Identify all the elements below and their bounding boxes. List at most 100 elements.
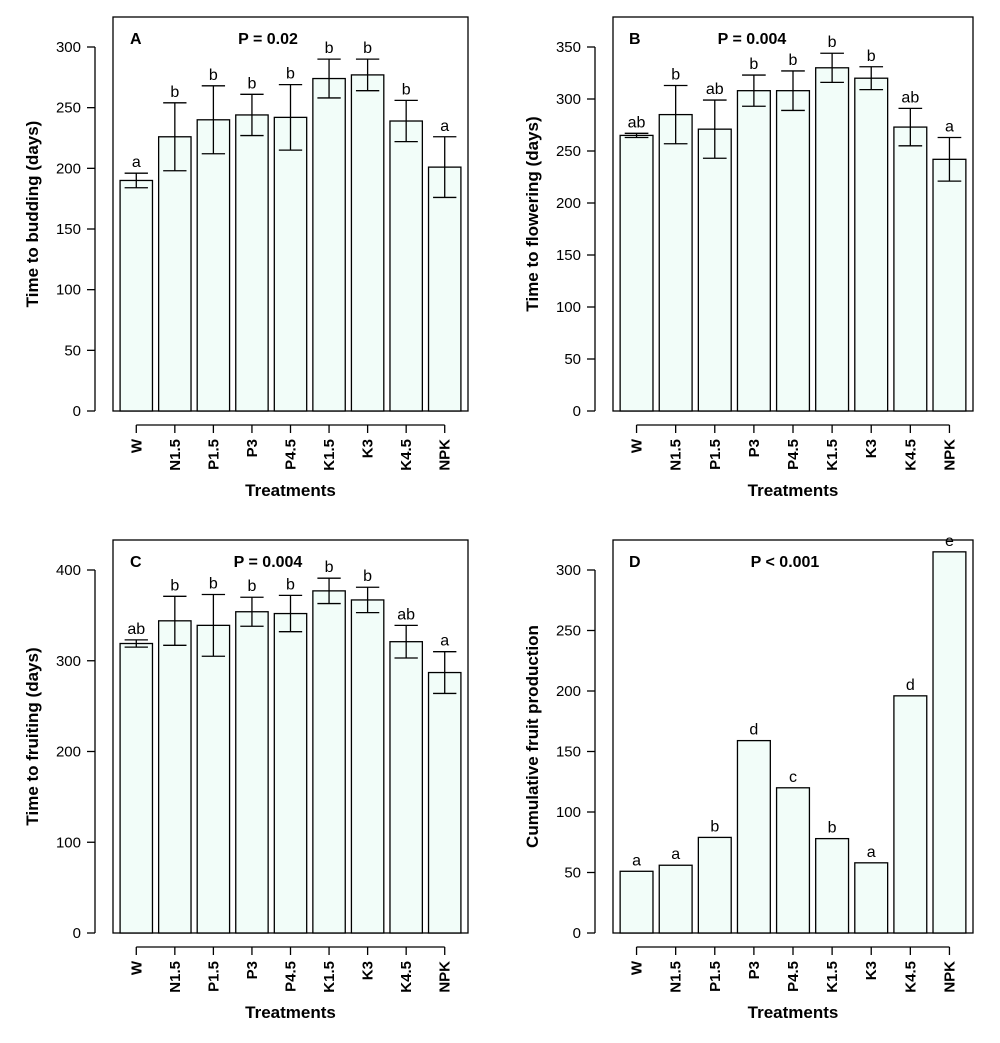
bar-k4-5 — [893, 695, 928, 934]
significance-letter: b — [247, 75, 256, 92]
significance-letter: b — [170, 84, 179, 101]
x-tick-label: K4.5 — [902, 439, 919, 471]
error-bar — [124, 639, 148, 648]
bar-p3 — [235, 611, 269, 934]
x-tick-label: K3 — [360, 439, 377, 458]
significance-letter: c — [789, 769, 797, 786]
significance-letter: d — [906, 677, 915, 694]
x-tick-label: P1.5 — [707, 439, 724, 470]
error-bar — [624, 132, 649, 139]
y-tick-label: 100 — [56, 282, 81, 299]
error-bar — [394, 624, 418, 659]
y-tick-label: 200 — [556, 195, 581, 212]
significance-letter: a — [671, 846, 680, 863]
x-tick-label: NPK — [437, 439, 454, 471]
x-tick-label: N1.5 — [668, 961, 685, 993]
error-bar — [278, 594, 303, 633]
y-tick-label: 200 — [556, 683, 581, 700]
bar-k4-5 — [893, 126, 928, 412]
y-axis-title: Time to budding (days) — [23, 121, 42, 308]
y-tick-label: 300 — [56, 39, 81, 56]
x-tick-label: NPK — [941, 961, 958, 993]
y-tick-label: 100 — [556, 299, 581, 316]
y-axis-title: Time to fruiting (days) — [23, 647, 42, 825]
bar-w — [619, 870, 654, 934]
y-tick-label: 350 — [556, 39, 581, 56]
error-bar — [742, 74, 766, 107]
significance-letter: a — [632, 852, 641, 869]
x-tick-label: K4.5 — [398, 961, 415, 993]
error-bar — [702, 99, 727, 159]
x-tick-label: P1.5 — [707, 961, 724, 992]
significance-letter: b — [209, 576, 218, 593]
error-bar — [937, 136, 962, 182]
bar-n1-5 — [658, 864, 693, 934]
p-value-label: P = 0.004 — [718, 31, 787, 48]
error-bar — [355, 586, 380, 614]
significance-letter: ab — [397, 606, 415, 623]
significance-letter: b — [828, 34, 837, 51]
x-tick-label: P1.5 — [205, 439, 222, 470]
x-axis-title: Treatments — [748, 481, 839, 500]
error-bar — [859, 66, 884, 91]
bar-npk — [932, 551, 967, 934]
significance-letter: b — [247, 578, 256, 595]
y-tick-label: 0 — [73, 925, 81, 942]
error-bar — [433, 651, 457, 695]
significance-letter: b — [286, 66, 295, 83]
x-tick-label: W — [629, 438, 646, 453]
bar-k1-5 — [312, 590, 346, 934]
significance-letter: a — [440, 118, 449, 135]
y-tick-label: 300 — [556, 91, 581, 108]
x-tick-label: K3 — [360, 961, 377, 980]
error-bar — [201, 85, 226, 155]
y-tick-label: 50 — [564, 351, 581, 368]
error-bar — [781, 70, 805, 112]
bar-n1-5 — [658, 113, 693, 412]
y-axis-title: Time to flowering (days) — [523, 116, 542, 311]
x-tick-label: P4.5 — [283, 961, 300, 992]
y-tick-label: 0 — [73, 403, 81, 420]
significance-letter: b — [710, 818, 719, 835]
y-tick-label: 50 — [64, 342, 81, 359]
significance-letter: e — [945, 533, 954, 550]
bar-p4-5 — [273, 116, 308, 412]
error-bar — [278, 83, 303, 151]
y-tick-label: 150 — [56, 221, 81, 238]
error-bar — [820, 52, 844, 84]
y-axis-title: Cumulative fruit production — [523, 625, 542, 848]
significance-letter: ab — [706, 81, 724, 98]
x-tick-label: W — [128, 960, 145, 975]
significance-letter: b — [402, 81, 411, 98]
x-tick-label: P4.5 — [785, 439, 802, 470]
bar-k1-5 — [312, 77, 346, 412]
bar-w — [119, 642, 154, 934]
significance-letter: b — [286, 576, 295, 593]
p-value-label: P < 0.001 — [751, 554, 820, 571]
error-bar — [163, 595, 187, 646]
error-bar — [663, 84, 688, 145]
significance-letter: b — [363, 40, 372, 57]
y-tick-label: 0 — [573, 403, 581, 420]
x-tick-label: N1.5 — [167, 961, 184, 993]
x-tick-label: N1.5 — [167, 439, 184, 471]
significance-letter: b — [789, 52, 798, 69]
error-bar — [317, 577, 341, 605]
x-tick-label: K4.5 — [902, 961, 919, 993]
bar-n1-5 — [157, 620, 192, 934]
significance-letter: b — [749, 56, 758, 73]
y-tick-label: 100 — [56, 834, 81, 851]
x-tick-label: K1.5 — [824, 961, 841, 993]
panel-label: B — [629, 31, 641, 48]
significance-letter: b — [325, 559, 334, 576]
error-bar — [240, 596, 264, 627]
x-axis-title: Treatments — [245, 1003, 336, 1022]
bar-p3 — [736, 90, 771, 412]
error-bar — [124, 172, 148, 189]
p-value-label: P = 0.02 — [238, 31, 298, 48]
x-tick-label: W — [629, 960, 646, 975]
significance-letter: b — [363, 568, 372, 585]
bar-p1-5 — [697, 128, 732, 412]
panel-a: 0 50 100 150 200 250 300 Time to budding (days)… — [23, 16, 469, 500]
error-bar — [317, 58, 341, 99]
